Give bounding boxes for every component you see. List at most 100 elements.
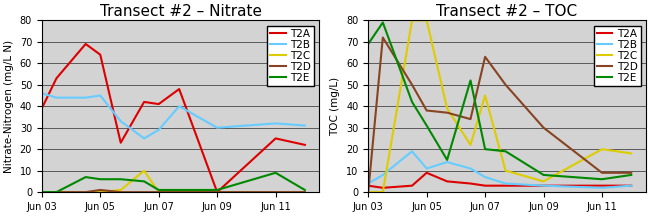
T2B [82,96,90,99]
T2D [540,126,547,129]
T2B [38,92,46,95]
T2E [467,79,474,82]
T2D [213,191,221,193]
Y-axis label: Nitrate-Nitrogen (mg/L N): Nitrate-Nitrogen (mg/L N) [4,40,14,173]
Line: T2E: T2E [368,22,631,179]
T2B [213,126,221,129]
T2A [502,184,510,187]
T2A [117,141,125,144]
T2E [176,189,183,191]
T2A [272,137,280,140]
T2D [38,191,46,193]
T2D [176,191,183,193]
T2A [213,191,221,193]
T2C [598,148,606,151]
T2D [53,191,60,193]
T2B [627,184,635,187]
T2E [443,159,451,161]
T2A [422,172,430,174]
T2C [82,191,90,193]
T2E [301,189,309,191]
T2E [155,189,162,191]
T2A [140,101,148,103]
T2A [53,77,60,80]
T2A [540,184,547,187]
T2E [627,174,635,176]
T2A [408,184,416,187]
Line: T2A: T2A [42,44,305,192]
T2D [272,191,280,193]
T2B [96,94,104,97]
T2B [155,129,162,131]
T2C [53,191,60,193]
T2E [379,21,387,24]
T2E [38,191,46,193]
Line: T2D: T2D [368,38,631,192]
T2C [140,169,148,172]
T2B [540,184,547,187]
T2D [408,83,416,86]
T2B [481,176,489,178]
Line: T2C: T2C [368,20,631,192]
T2D [467,118,474,120]
T2D [502,83,510,86]
T2C [379,191,387,193]
T2C [364,191,372,193]
T2D [96,189,104,191]
T2B [140,137,148,140]
T2A [82,43,90,45]
T2A [301,144,309,146]
T2B [467,167,474,170]
T2E [598,178,606,181]
T2B [301,124,309,127]
Legend: T2A, T2B, T2C, T2D, T2E: T2A, T2B, T2C, T2D, T2E [267,25,314,86]
T2A [467,182,474,185]
T2C [272,191,280,193]
T2C [176,191,183,193]
T2B [379,174,387,176]
T2A [155,103,162,105]
T2E [272,172,280,174]
T2D [364,191,372,193]
T2A [96,53,104,56]
T2B [598,187,606,189]
T2B [364,182,372,185]
T2B [272,122,280,125]
T2E [364,43,372,45]
T2C [443,107,451,110]
T2C [627,152,635,155]
T2C [502,169,510,172]
T2D [155,191,162,193]
T2E [117,178,125,181]
T2A [481,184,489,187]
T2C [213,191,221,193]
T2C [38,191,46,193]
T2B [117,120,125,122]
T2C [155,191,162,193]
T2C [422,19,430,22]
T2A [598,184,606,187]
Line: T2D: T2D [42,190,305,192]
T2A [38,107,46,110]
T2D [422,109,430,112]
T2B [502,182,510,185]
T2A [443,180,451,183]
T2D [301,191,309,193]
T2E [213,189,221,191]
T2C [481,94,489,97]
Line: T2B: T2B [42,93,305,138]
T2D [117,191,125,193]
T2E [422,124,430,127]
Line: T2B: T2B [368,151,631,188]
T2A [379,187,387,189]
T2C [408,19,416,22]
T2A [176,88,183,90]
T2C [117,189,125,191]
Title: Transect #2 – Nitrate: Transect #2 – Nitrate [99,4,262,19]
T2B [53,96,60,99]
Legend: T2A, T2B, T2C, T2D, T2E: T2A, T2B, T2C, T2D, T2E [593,25,641,86]
T2D [598,172,606,174]
T2E [502,150,510,153]
T2C [540,180,547,183]
T2A [627,184,635,187]
